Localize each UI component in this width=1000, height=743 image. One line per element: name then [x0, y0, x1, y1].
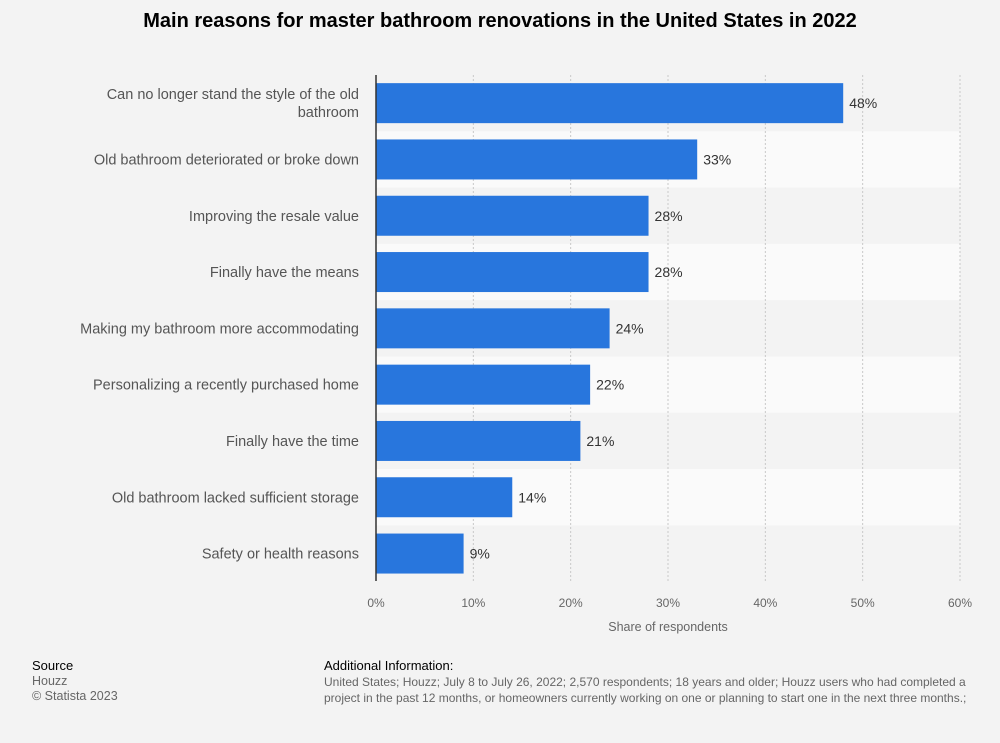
bar[interactable]	[376, 533, 464, 574]
bar[interactable]	[376, 139, 698, 180]
value-label: 28%	[655, 208, 683, 224]
value-label: 14%	[518, 489, 546, 505]
source-heading: Source	[32, 658, 74, 673]
source-name[interactable]: Houzz	[32, 673, 68, 688]
value-label: 22%	[596, 377, 624, 393]
bar[interactable]	[376, 477, 513, 518]
x-tick-label: 20%	[559, 596, 583, 610]
bar[interactable]	[376, 195, 649, 236]
x-axis-title: Share of respondents	[608, 620, 728, 634]
additional-info-block: Additional Information: United States; H…	[324, 658, 1000, 706]
chart-title: Main reasons for master bathroom renovat…	[143, 10, 857, 32]
info-line-1: United States; Houzz; July 8 to July 26,…	[324, 675, 966, 689]
category-label: Finally have the means	[210, 265, 359, 281]
category-label: Finally have the time	[226, 434, 359, 450]
bar[interactable]	[376, 308, 610, 349]
value-label: 33%	[703, 151, 731, 167]
x-tick-label: 40%	[753, 596, 777, 610]
x-tick-label: 50%	[851, 596, 875, 610]
value-label: 9%	[470, 546, 490, 562]
category-label: Safety or health reasons	[202, 547, 359, 563]
category-label: Old bathroom lacked sufficient storage	[112, 490, 359, 506]
category-label: Old bathroom deteriorated or broke down	[94, 152, 359, 168]
category-label: Can no longer stand the style of the old…	[107, 87, 359, 121]
source-block: Source Houzz © Statista 2023	[32, 658, 118, 705]
category-label: Personalizing a recently purchased home	[93, 378, 359, 394]
x-tick-label: 60%	[948, 596, 972, 610]
bar[interactable]	[376, 420, 581, 461]
x-tick-label: 30%	[656, 596, 680, 610]
bar[interactable]	[376, 83, 844, 124]
info-heading: Additional Information:	[324, 658, 454, 673]
x-tick-label: 0%	[367, 596, 385, 610]
value-label: 24%	[616, 320, 644, 336]
info-line-2: project in the past 12 months, or homeow…	[324, 691, 967, 705]
bar[interactable]	[376, 364, 591, 405]
category-label: Making my bathroom more accommodating	[80, 321, 359, 337]
bar[interactable]	[376, 252, 649, 293]
value-label: 48%	[849, 95, 877, 111]
category-label: Improving the resale value	[189, 209, 359, 225]
value-label: 28%	[655, 264, 683, 280]
x-tick-label: 10%	[461, 596, 485, 610]
value-label: 21%	[586, 433, 614, 449]
copyright: © Statista 2023	[32, 689, 118, 703]
